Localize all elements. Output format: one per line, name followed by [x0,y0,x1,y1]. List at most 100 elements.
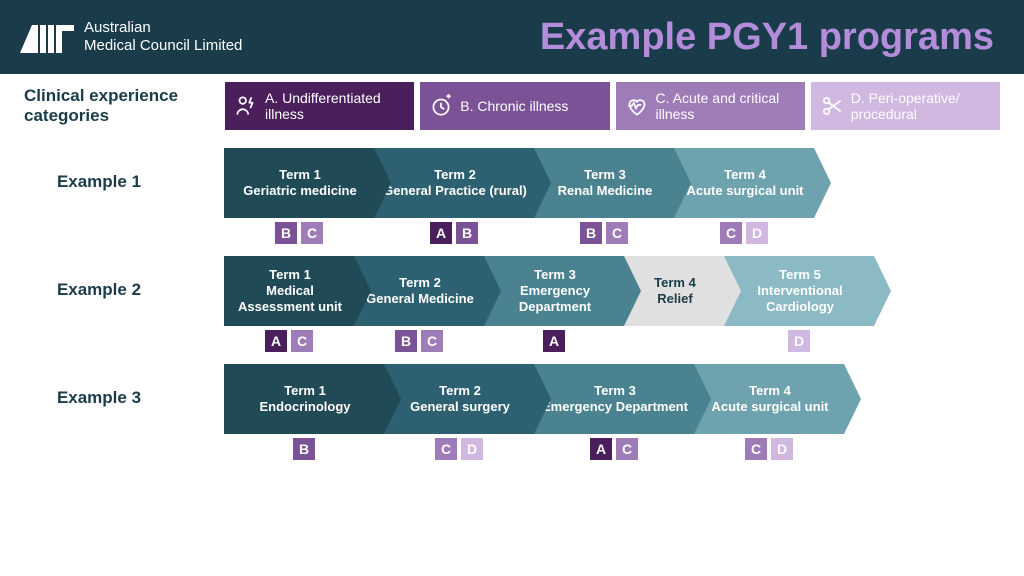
term-chevron: Term 3Emergency Department [484,256,624,326]
tag-A: A [265,330,287,352]
tags-row: B [224,438,384,460]
term-title: Term 2 [399,275,441,291]
term-title: Term 3 [534,267,576,283]
content-area: Clinical experience categories A. Undiff… [0,74,1024,460]
person-bolt-icon [233,93,259,119]
example-label: Example 3 [24,364,224,408]
term-sub: Geriatric medicine [243,183,356,199]
header-bar: Australian Medical Council Limited Examp… [0,0,1024,74]
term-wrap: Term 1Medical Assessment unit AC [224,256,354,352]
term-wrap: Term 2General Practice (rural) AB [374,148,534,244]
term-title: Term 2 [439,383,481,399]
tags-row: CD [674,222,814,244]
terms-chevron-flow: Term 1Endocrinology B Term 2General surger… [224,364,844,460]
tag-C: C [720,222,742,244]
tag-C: C [301,222,323,244]
term-sub: Renal Medicine [558,183,653,199]
tag-B: B [456,222,478,244]
clock-plus-icon [428,93,454,119]
example-label: Example 1 [24,148,224,192]
tag-D: D [461,438,483,460]
org-name: Australian Medical Council Limited [84,19,242,55]
term-chevron: Term 1Endocrinology [224,364,384,434]
category-label: C. Acute and critical illness [656,90,797,122]
page-title: Example PGY1 programs [540,16,994,59]
term-wrap: Term 5Interventional Cardiology D [724,256,874,352]
term-sub: Acute surgical unit [711,399,828,415]
term-chevron: Term 1Medical Assessment unit [224,256,354,326]
category-D: D. Peri-operative/ procedural [811,82,1000,130]
example-row-2: Example 2Term 1Medical Assessment unitAC… [24,256,1000,352]
term-sub: Emergency Department [492,283,618,316]
org-line1: Australian [84,19,242,37]
tag-D: D [788,330,810,352]
term-wrap: Term 2General Medicine BC [354,256,484,352]
tag-D: D [746,222,768,244]
term-chevron: Term 3Renal Medicine [534,148,674,218]
tags-row: AC [224,330,354,352]
tag-D: D [771,438,793,460]
term-title: Term 1 [279,167,321,183]
tag-C: C [421,330,443,352]
term-wrap: Term 1Geriatric medicine BC [224,148,374,244]
categories-row: Clinical experience categories A. Undiff… [24,82,1000,130]
example-row-3: Example 3Term 1EndocrinologyBTerm 2Gener… [24,364,1000,460]
term-wrap: Term 4Acute surgical unit CD [674,148,814,244]
term-wrap: Term 3Renal MedicineBC [534,148,674,244]
categories-holder: A. Undifferentiated illness B. Chronic il… [225,82,1000,130]
term-title: Term 3 [584,167,626,183]
tags-row [624,330,724,352]
term-chevron: Term 4Acute surgical unit [674,148,814,218]
tags-row: CD [384,438,534,460]
term-wrap: Term 3Emergency Department A [484,256,624,352]
tags-row: BC [224,222,374,244]
category-A: A. Undifferentiated illness [225,82,414,130]
logo-block: Australian Medical Council Limited [20,19,242,55]
term-wrap: Term 2General surgery CD [384,364,534,460]
scissors-icon [819,93,845,119]
term-wrap: Term 4Acute surgical unit CD [694,364,844,460]
tags-row: D [724,330,874,352]
tags-row: AC [534,438,694,460]
tags-row: AB [374,222,534,244]
org-line2: Medical Council Limited [84,37,242,55]
term-title: Term 3 [594,383,636,399]
heart-pulse-icon [624,93,650,119]
tag-C: C [606,222,628,244]
term-wrap: Term 3Emergency Department AC [534,364,694,460]
term-chevron: Term 4Acute surgical unit [694,364,844,434]
terms-chevron-flow: Term 1Medical Assessment unitACTerm 2Gen… [224,256,874,352]
category-B: B. Chronic illness [420,82,609,130]
term-sub: Emergency Department [542,399,688,415]
term-chevron: Term 5Interventional Cardiology [724,256,874,326]
term-title: Term 4 [654,275,696,291]
term-title: Term 1 [284,383,326,399]
term-sub: Acute surgical unit [686,183,803,199]
term-title: Term 4 [749,383,791,399]
tag-A: A [590,438,612,460]
terms-chevron-flow: Term 1Geriatric medicineBCTerm 2General … [224,148,814,244]
tag-A: A [430,222,452,244]
term-chevron: Term 3Emergency Department [534,364,694,434]
category-C: C. Acute and critical illness [616,82,805,130]
term-sub: Endocrinology [260,399,351,415]
term-sub: General Medicine [366,291,474,307]
examples-holder: Example 1Term 1Geriatric medicineBCTerm … [24,148,1000,460]
tag-B: B [293,438,315,460]
example-label: Example 2 [24,256,224,300]
term-sub: Medical Assessment unit [232,283,348,316]
term-title: Term 5 [779,267,821,283]
tags-row: A [484,330,624,352]
term-title: Term 2 [434,167,476,183]
category-label: B. Chronic illness [460,98,568,114]
tags-row: BC [354,330,484,352]
amc-logo-icon [20,21,74,53]
term-sub: General surgery [410,399,510,415]
tag-C: C [435,438,457,460]
tag-C: C [745,438,767,460]
term-chevron: Term 2General surgery [384,364,534,434]
category-label: A. Undifferentiated illness [265,90,406,122]
term-title: Term 4 [724,167,766,183]
tags-row: CD [694,438,844,460]
term-sub: General Practice (rural) [383,183,527,199]
